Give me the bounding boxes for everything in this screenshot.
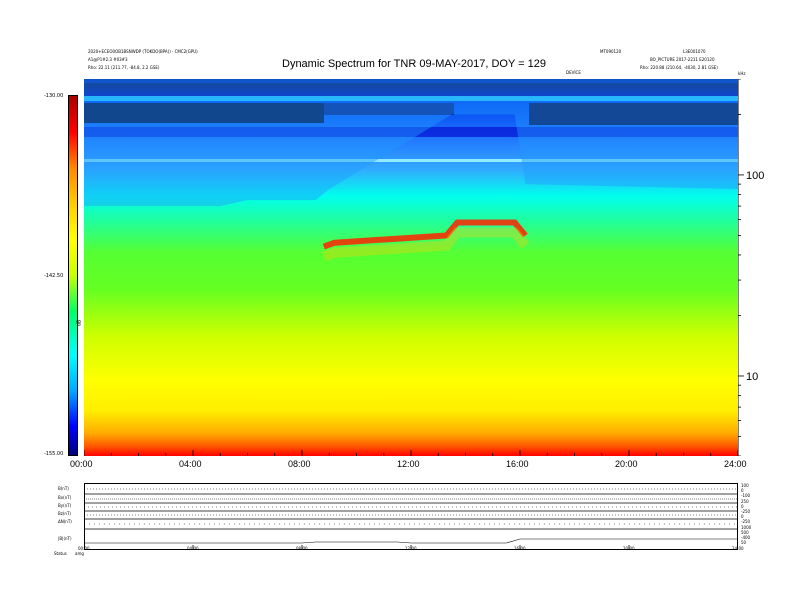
y-tick-10: 10 (746, 371, 758, 383)
header-info-line2: A1@P1#2.3 #03#3 (88, 57, 128, 62)
status-value: amg (75, 551, 84, 556)
lower-row-label: |B|(nT) (58, 536, 72, 541)
lower-right-value: 0 (741, 503, 744, 509)
trace-bmag (84, 538, 738, 544)
header-mid-2: DEVICE (566, 70, 581, 75)
lower-x-label: 00:00 (78, 546, 90, 551)
lower-x-ticks (84, 545, 738, 550)
x-tick-label: 16:00 (506, 459, 529, 469)
lower-right-value: -250 (741, 519, 751, 525)
lower-x-label: 04:00 (187, 546, 199, 551)
lower-row-label: By(nT) (58, 503, 72, 508)
x-tick-label: 04:00 (179, 459, 202, 469)
dark-band-2a (84, 103, 324, 123)
orange-emission-halo (322, 227, 530, 262)
lower-x-label: 08:00 (296, 546, 308, 551)
lower-right-value: -400 (741, 535, 751, 540)
dark-band-2c (529, 103, 738, 125)
lower-row-label: B(nT) (58, 486, 69, 491)
colorbar-unit: dB (76, 319, 83, 327)
lower-x-label: 16:00 (514, 546, 526, 551)
header-rho-left: Rho: 22.11 (211.77, -84.8, 2.2 GSE) (88, 65, 160, 70)
lower-bottom-axis: 00:00 04:00 08:00 12:00 16:00 20:00 24:00 (78, 546, 744, 554)
x-tick-marks (84, 450, 738, 456)
lower-right-value: 50 (741, 540, 747, 546)
colorbar-label-top: -130.00 (44, 93, 64, 99)
header-mid-1: MT090120 (600, 49, 622, 54)
lower-right-value: -250 (741, 509, 751, 514)
lower-row-label: Bz(nT) (58, 511, 71, 516)
dark-band-3 (84, 127, 738, 137)
x-tick-label: 00:00 (70, 459, 93, 469)
lower-panel (84, 483, 738, 550)
x-tick-label: 20:00 (615, 459, 638, 469)
x-tick-label: 24:00 (724, 459, 747, 469)
red-emission-band (322, 219, 528, 250)
header-right-2: BO_PICTURE 2017-2211 E20120 (650, 57, 715, 62)
lower-right-value: 500 (741, 529, 749, 535)
status-label: Status (54, 551, 67, 556)
x-tick-label: 08:00 (288, 459, 311, 469)
lower-x-label: 24:00 (732, 546, 744, 551)
header-info-line1: 2020+ECEO0OB1BSNWDP (TOKDO(BPA)) · CMC2(… (88, 49, 198, 54)
colorbar-label-bottom: -155.00 (44, 451, 64, 457)
colorbar-label-mid: -142.50 (44, 273, 64, 279)
cyan-boundary-region (84, 79, 738, 207)
lower-right-value: -100 (741, 493, 751, 499)
cyan-line-1 (84, 96, 738, 101)
lower-right-value: 250 (741, 498, 749, 504)
lower-x-label: 12:00 (405, 546, 417, 551)
lower-right-value: 100 (741, 483, 749, 488)
feature-layer (84, 79, 738, 262)
dark-band-1 (84, 83, 738, 97)
y-tick-100: 100 (746, 170, 764, 182)
lower-right-value: 1000 (741, 524, 752, 530)
header-right-1: L3E001070 (683, 49, 706, 54)
lower-row-label: Bx(nT) (58, 495, 72, 500)
x-tick-label: 12:00 (397, 459, 420, 469)
dark-band-2b (324, 103, 454, 115)
header-rho-right: Rho: 220.88 (210.64, -4030, 2.81 GSE) (640, 65, 718, 70)
spectrogram (84, 79, 738, 456)
header-right-edge: kHz (738, 71, 746, 76)
spectrogram-background (84, 79, 738, 456)
x-axis-labels: 00:00 04:00 08:00 12:00 16:00 20:00 24:00 (70, 459, 747, 473)
chart-title: Dynamic Spectrum for TNR 09-MAY-2017, DO… (282, 58, 547, 70)
lower-right-value: 0 (741, 488, 744, 494)
cyan-line-2 (84, 159, 738, 162)
lower-right-value: 0 (741, 514, 744, 520)
lower-x-label: 20:00 (623, 546, 635, 551)
lower-row-label: ΔN(nT) (58, 519, 72, 524)
right-log-axis: 100 10 (738, 79, 764, 456)
colorbar (68, 95, 78, 456)
